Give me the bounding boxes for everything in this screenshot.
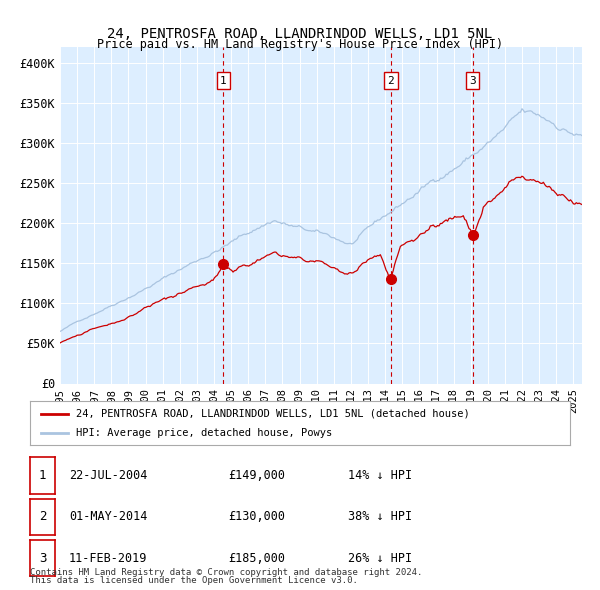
Text: 3: 3	[39, 552, 46, 565]
Text: Contains HM Land Registry data © Crown copyright and database right 2024.: Contains HM Land Registry data © Crown c…	[30, 568, 422, 577]
Text: 22-JUL-2004: 22-JUL-2004	[69, 469, 148, 482]
Text: 24, PENTROSFA ROAD, LLANDRINDOD WELLS, LD1 5NL (detached house): 24, PENTROSFA ROAD, LLANDRINDOD WELLS, L…	[76, 409, 470, 418]
Text: 38% ↓ HPI: 38% ↓ HPI	[348, 510, 412, 523]
Text: 26% ↓ HPI: 26% ↓ HPI	[348, 552, 412, 565]
Text: This data is licensed under the Open Government Licence v3.0.: This data is licensed under the Open Gov…	[30, 576, 358, 585]
Text: 14% ↓ HPI: 14% ↓ HPI	[348, 469, 412, 482]
Text: 11-FEB-2019: 11-FEB-2019	[69, 552, 148, 565]
Text: Price paid vs. HM Land Registry's House Price Index (HPI): Price paid vs. HM Land Registry's House …	[97, 38, 503, 51]
Text: £185,000: £185,000	[228, 552, 285, 565]
Text: 01-MAY-2014: 01-MAY-2014	[69, 510, 148, 523]
Text: 1: 1	[220, 76, 227, 86]
Text: 2: 2	[388, 76, 394, 86]
Text: £149,000: £149,000	[228, 469, 285, 482]
Text: £130,000: £130,000	[228, 510, 285, 523]
Text: HPI: Average price, detached house, Powys: HPI: Average price, detached house, Powy…	[76, 428, 332, 438]
Text: 24, PENTROSFA ROAD, LLANDRINDOD WELLS, LD1 5NL: 24, PENTROSFA ROAD, LLANDRINDOD WELLS, L…	[107, 27, 493, 41]
Text: 2: 2	[39, 510, 46, 523]
Text: 1: 1	[39, 469, 46, 482]
Text: 3: 3	[469, 76, 476, 86]
